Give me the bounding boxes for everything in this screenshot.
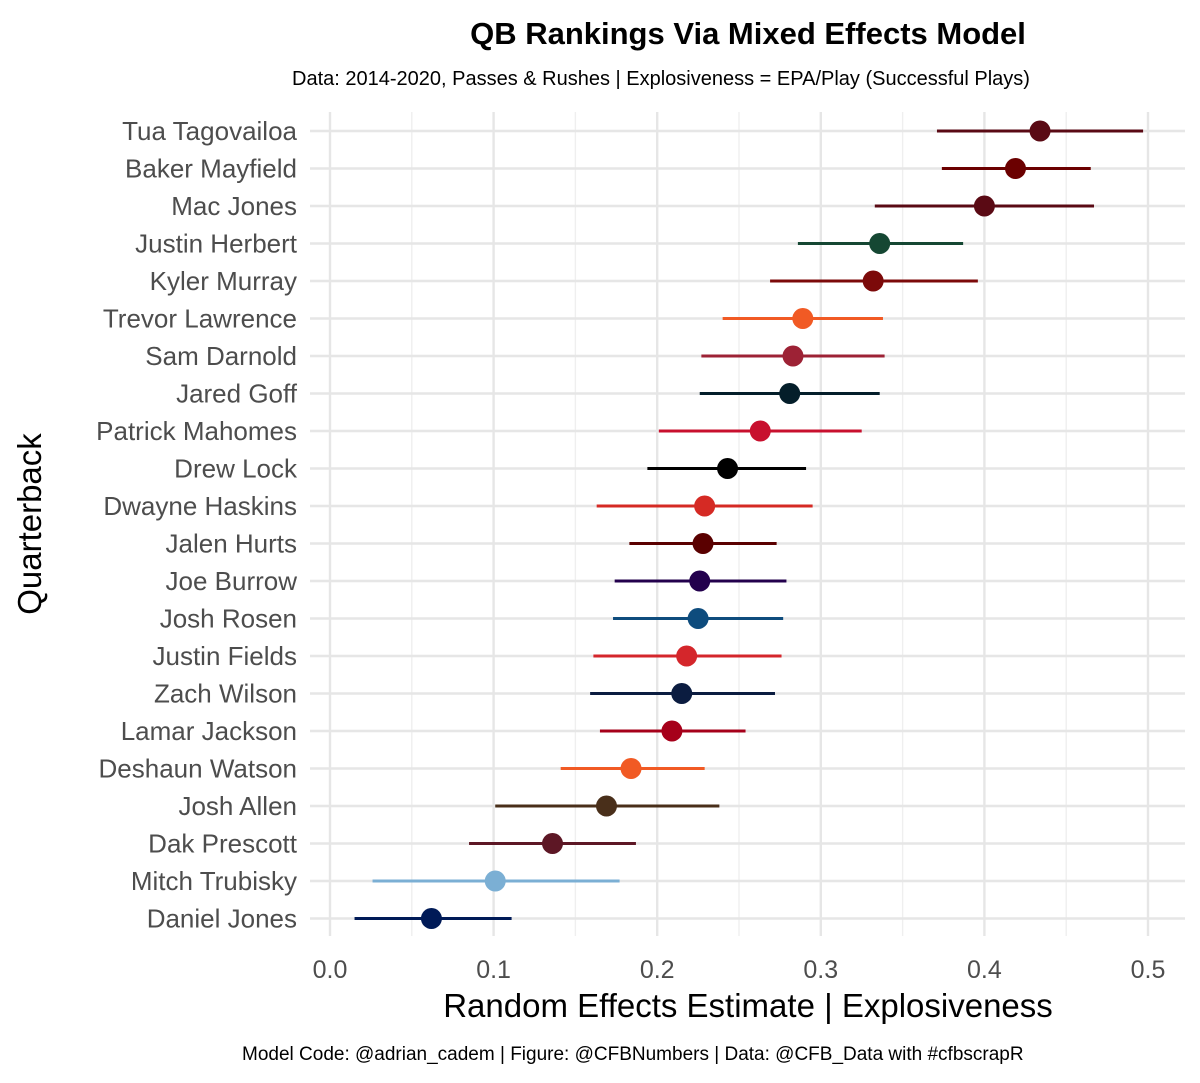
estimate-point: [749, 420, 771, 442]
y-tick-label: Dak Prescott: [148, 829, 298, 859]
estimate-point: [973, 195, 995, 217]
y-tick-label: Jared Goff: [176, 379, 298, 409]
y-tick-label: Justin Fields: [153, 641, 298, 671]
estimate-point: [779, 383, 801, 404]
y-tick-label: Josh Allen: [178, 791, 297, 821]
estimate-point: [676, 645, 698, 667]
y-tick-label: Lamar Jackson: [121, 716, 297, 746]
y-tick-labels: Tua Tagovailoa Baker Mayfield Mac Jones Jus…: [96, 116, 298, 934]
y-tick-label: Zach Wilson: [154, 679, 297, 709]
x-tick-label: 0.1: [476, 956, 511, 984]
x-tick-label: 0.3: [803, 956, 838, 984]
y-tick-label: Sam Darnold: [145, 341, 297, 371]
estimate-point: [620, 758, 642, 779]
y-tick-label: Mitch Trubisky: [131, 866, 297, 896]
y-tick-label: Tua Tagovailoa: [122, 116, 297, 146]
estimate-point: [782, 345, 804, 367]
estimate-point: [661, 720, 683, 742]
estimate-point: [689, 570, 711, 592]
estimate-point: [862, 270, 884, 292]
estimate-point: [484, 870, 506, 892]
y-tick-label: Kyler Murray: [150, 266, 297, 296]
x-tick-label: 0.0: [313, 956, 348, 984]
estimate-point: [1029, 120, 1051, 142]
x-tick-label: 0.4: [967, 956, 1002, 984]
estimate-point: [420, 908, 442, 929]
y-tick-label: Trevor Lawrence: [103, 304, 297, 334]
data-marks: [354, 120, 1144, 929]
x-tick-label: 0.2: [640, 956, 675, 984]
estimate-point: [869, 233, 891, 254]
estimate-point: [595, 795, 617, 817]
estimate-point: [717, 458, 739, 479]
estimate-point: [671, 683, 693, 704]
y-tick-label: Mac Jones: [171, 191, 297, 221]
y-tick-label: Josh Rosen: [160, 604, 297, 634]
y-tick-label: Baker Mayfield: [125, 154, 297, 184]
chart-subtitle: Data: 2014-2020, Passes & Rushes | Explo…: [292, 68, 1030, 90]
chart-title: QB Rankings Via Mixed Effects Model: [470, 16, 1026, 51]
x-tick-label: 0.5: [1131, 956, 1166, 984]
y-axis-label: Quarterback: [11, 433, 48, 615]
y-tick-label: Dwayne Haskins: [103, 491, 297, 521]
y-tick-label: Patrick Mahomes: [96, 416, 297, 446]
y-tick-label: Jalen Hurts: [166, 529, 298, 559]
estimate-point: [694, 495, 716, 517]
y-tick-label: Daniel Jones: [147, 904, 297, 934]
y-tick-label: Joe Burrow: [166, 566, 298, 596]
x-axis-label: Random Effects Estimate | Explosiveness: [443, 987, 1053, 1024]
chart-caption: Model Code: @adrian_cadem | Figure: @CFB…: [242, 1044, 1024, 1065]
y-tick-label: Drew Lock: [174, 454, 298, 484]
estimate-point: [692, 533, 714, 554]
x-tick-labels: 0.0 0.1 0.2 0.3 0.4 0.5: [313, 956, 1166, 984]
y-tick-label: Justin Herbert: [135, 229, 298, 259]
estimate-point: [792, 308, 814, 329]
estimate-point: [687, 608, 709, 629]
estimate-point: [541, 833, 563, 854]
estimate-point: [1004, 158, 1026, 179]
gridlines: [310, 112, 1185, 936]
y-tick-label: Deshaun Watson: [99, 754, 297, 784]
